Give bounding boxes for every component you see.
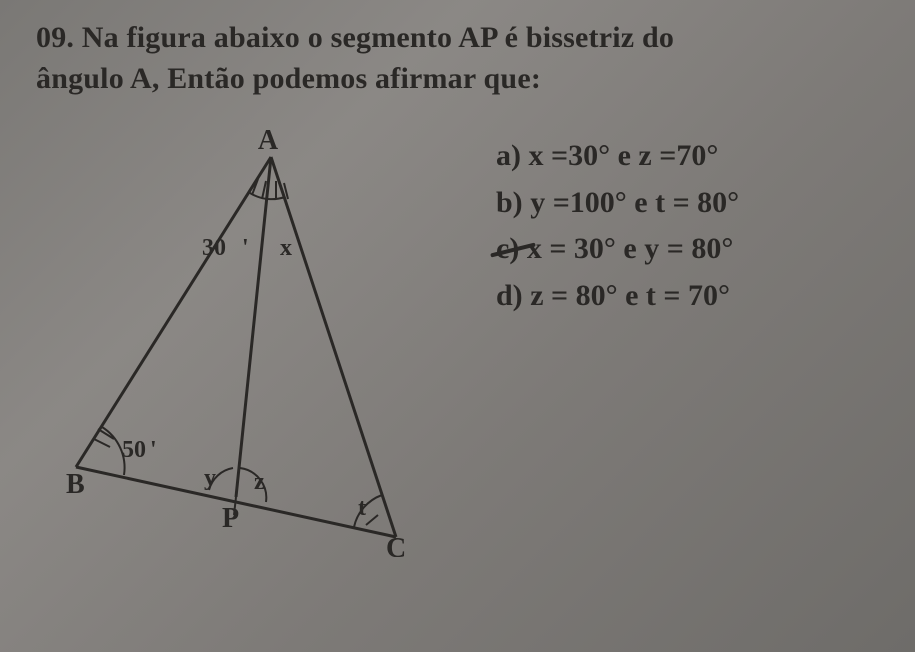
option-b: b) y =100° e t = 80° — [496, 180, 875, 227]
side-ab — [76, 157, 271, 467]
option-letter: d) — [496, 279, 523, 312]
vertex-label-b: B — [66, 469, 85, 500]
angle-label-50: 50 — [122, 437, 146, 463]
bisector-ap — [236, 157, 271, 497]
deg-tick: ' — [242, 235, 249, 261]
option-d: d) z = 80° e t = 70° — [496, 273, 875, 320]
option-a: a) x =30° e z =70° — [496, 133, 875, 180]
angle-label-y: y — [204, 465, 216, 491]
angle-label-t: t — [358, 495, 366, 521]
side-ac — [271, 157, 396, 537]
angle-label-z: z — [254, 469, 265, 495]
vertex-label-a: A — [258, 127, 279, 156]
option-letter-struck: c) — [496, 226, 519, 273]
option-letter: b) — [496, 186, 523, 219]
option-text: x =30° e z =70° — [529, 139, 719, 172]
option-text: x = 30° e y = 80° — [527, 232, 734, 265]
option-text: y =100° e t = 80° — [530, 186, 739, 219]
question-line-2: ângulo A, Então podemos afirmar que: — [36, 59, 875, 100]
option-c: c) x = 30° e y = 80° — [496, 226, 875, 273]
angle-tick — [262, 181, 266, 199]
angle-tick — [94, 439, 110, 447]
option-text: z = 80° e t = 70° — [530, 279, 730, 312]
angle-label-x: x — [280, 235, 292, 261]
question-line-1: 09. Na figura abaixo o segmento AP é bis… — [36, 18, 875, 59]
vertex-label-p: P — [222, 503, 239, 534]
angle-tick — [366, 515, 378, 525]
answer-options: a) x =30° e z =70° b) y =100° e t = 80° … — [466, 127, 875, 557]
vertex-label-c: C — [386, 533, 406, 557]
deg-tick: ' — [150, 437, 157, 463]
option-letter: a) — [496, 139, 521, 172]
geometry-figure: A B C P 30 x 50 y z t ' ' — [36, 127, 466, 557]
angle-label-30: 30 — [202, 235, 226, 261]
